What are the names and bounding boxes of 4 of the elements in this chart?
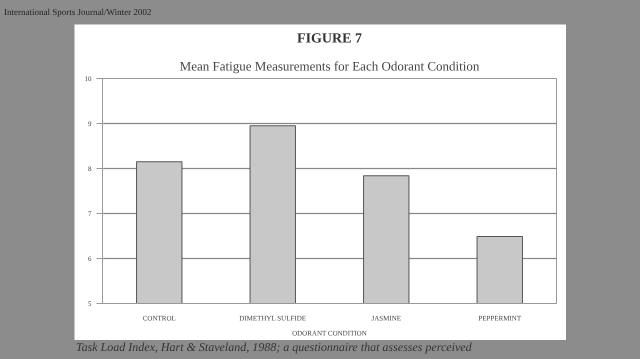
text: Task Load Index, Hart & Staveland, 1988; a questionnaire that assesses perceived	[76, 340, 472, 354]
text: International Sports Journal/Winter 2002	[4, 6, 152, 19]
chart-subtitle: Mean Fatigue Measurements for Each Odorant Condition	[180, 58, 480, 74]
chart-title: FIGURE 7	[297, 32, 362, 46]
